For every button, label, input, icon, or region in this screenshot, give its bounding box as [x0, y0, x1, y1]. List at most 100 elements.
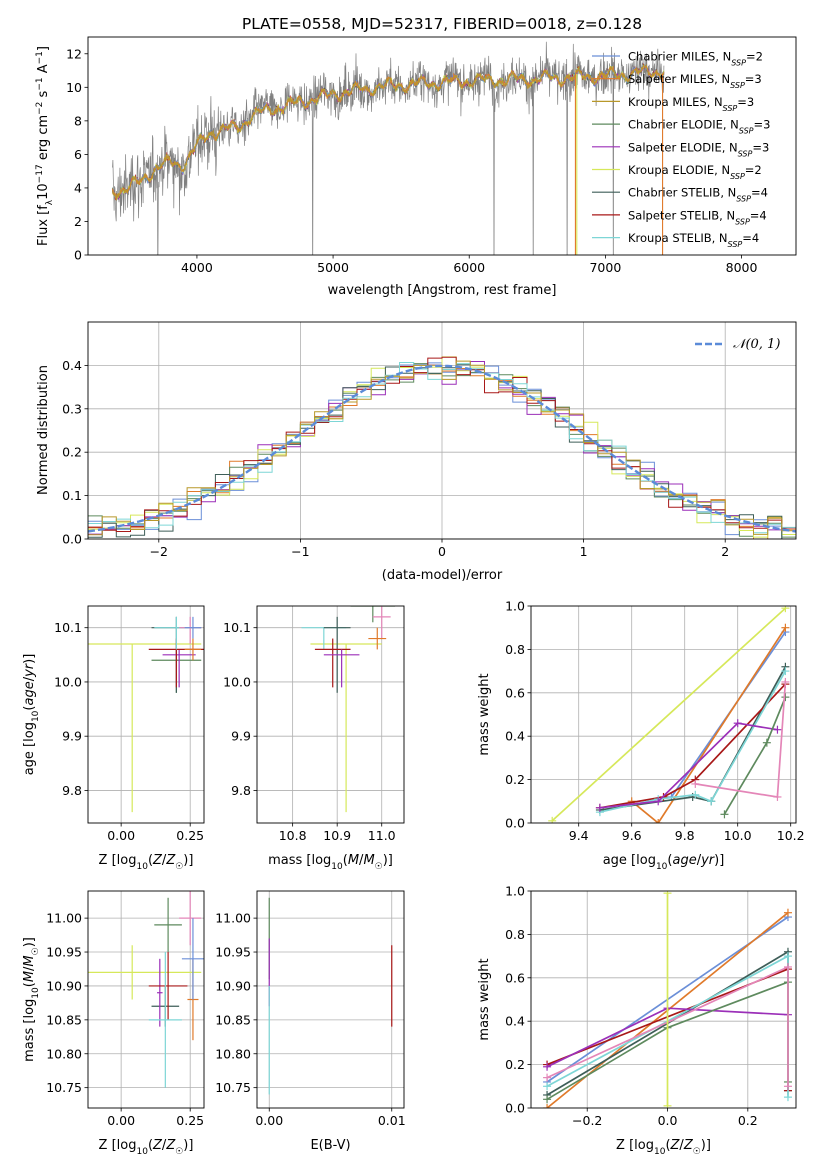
y-tick-label: 11.00 [215, 911, 251, 926]
plot-area [88, 606, 204, 823]
y-tick-label: 0.0 [62, 532, 82, 547]
x-tick-label: 5000 [317, 260, 349, 275]
y-tick-label: 9.9 [62, 729, 82, 744]
y-tick-label: 10.0 [223, 674, 251, 689]
x-tick-label: 2 [721, 544, 729, 559]
y-axis-label: mass weight [477, 958, 492, 1040]
x-tick-label: 7000 [589, 260, 621, 275]
y-axis-label: Flux [fλ10−17 erg cm−2 s−1 A−1] [35, 46, 55, 246]
x-tick-label: 0.00 [107, 1113, 135, 1128]
y-tick-label: 0.3 [62, 401, 82, 416]
x-tick-label: 9.6 [622, 828, 642, 843]
x-tick-label: 0.25 [176, 1113, 204, 1128]
axes-frame [530, 605, 797, 824]
weight-line-chabrier_stelib [599, 666, 787, 811]
x-tick-label: 0.01 [378, 1113, 406, 1128]
legend-label: Chabrier MILES, NSSP=2 [628, 50, 763, 68]
y-tick-label: 0.8 [505, 927, 525, 942]
x-axis-label: (data-model)/error [382, 568, 503, 583]
panel-weight_vs_z: −0.2 0.0 0.2 0.0 0.2 0.4 0.6 0.8 1.0 Z [log10(Z/Z… [477, 884, 797, 1157]
axes-frame [256, 605, 405, 824]
panel-residuals: −2 −1 0 1 2 0.0 0.1 0.2 0.3 0.4 𝒩(0, 1) (data-model… [36, 321, 797, 583]
y-tick-label: 0.4 [505, 729, 525, 744]
x-tick-label: 1 [580, 544, 588, 559]
x-tick-label: 4000 [181, 260, 213, 275]
figure-title: PLATE=0558, MJD=52317, FIBERID=0018, z=0… [242, 15, 642, 33]
x-tick-label: 8000 [726, 260, 758, 275]
y-axis-label: age [log10(age/yr)] [22, 654, 41, 776]
y-tick-label: 9.8 [231, 783, 251, 798]
y-tick-label: 1.0 [505, 599, 525, 614]
y-tick-label: 6 [74, 147, 82, 162]
y-tick-label: 8 [74, 113, 82, 128]
y-tick-label: 0.2 [62, 445, 82, 460]
x-tick-label: 0.0 [658, 1113, 678, 1128]
y-tick-label: 10.75 [215, 1080, 251, 1095]
axes-frame [87, 890, 205, 1109]
weight-line-kroupa_elodie [551, 607, 786, 822]
x-tick-label: 10.8 [279, 828, 307, 843]
y-tick-label: 9.9 [231, 729, 251, 744]
y-axis-label: Normed distribution [36, 365, 51, 495]
x-tick-label: 0.25 [176, 828, 204, 843]
y-tick-label: 0.6 [505, 970, 525, 985]
x-tick-label: −1 [291, 544, 309, 559]
plot-area [257, 606, 404, 823]
y-tick-label: 0.4 [62, 358, 82, 373]
plot-area [531, 606, 796, 823]
legend-label: 𝒩(0, 1) [733, 337, 780, 352]
y-tick-label: 0.2 [505, 772, 525, 787]
legend-label: Chabrier ELODIE, NSSP=3 [628, 118, 770, 136]
y-tick-label: 0.4 [505, 1014, 525, 1029]
legend-label: Salpeter ELODIE, NSSP=3 [628, 140, 769, 158]
y-tick-label: 10.90 [215, 978, 251, 993]
weight-line-salpeter_miles [631, 627, 787, 823]
legend-label: Kroupa ELODIE, NSSP=2 [628, 163, 762, 181]
plot-area [88, 322, 796, 539]
legend-label: Kroupa MILES, NSSP=3 [628, 95, 754, 113]
x-tick-label: 9.4 [569, 828, 589, 843]
x-axis-label: mass [log10(M/M☉)] [268, 853, 393, 872]
y-tick-label: 10.85 [215, 1012, 251, 1027]
observed-spectrum-line [112, 41, 665, 255]
y-tick-label: 9.8 [62, 783, 82, 798]
axes-frame [87, 321, 797, 540]
legend-label: Chabrier STELIB, NSSP=4 [628, 186, 768, 204]
y-tick-label: 1.0 [505, 884, 525, 899]
legend-label: Salpeter MILES, NSSP=3 [628, 72, 762, 90]
axes-frame [256, 890, 405, 1109]
gaussian-reference-line [88, 364, 796, 533]
y-tick-label: 10.95 [46, 945, 82, 960]
x-tick-label: 10.9 [323, 828, 351, 843]
y-tick-label: 0.8 [505, 642, 525, 657]
model-spectrum-kroupa_miles [112, 64, 664, 200]
axes-frame [87, 36, 797, 256]
y-tick-label: 11.00 [46, 911, 82, 926]
x-axis-label: age [log10(age/yr)] [603, 853, 725, 872]
x-tick-label: 0 [438, 544, 446, 559]
x-axis-label: wavelength [Angstrom, rest frame] [328, 283, 557, 298]
x-tick-label: 6000 [453, 260, 485, 275]
x-axis-label: Z [log10(Z/Z☉)] [99, 1138, 194, 1157]
y-tick-label: 2 [74, 214, 82, 229]
panel-age_vs_z: 0.00 0.25 9.8 9.9 10.0 10.1 Z [log10(Z/Z☉)] age… [22, 605, 205, 872]
plot-area [531, 891, 796, 1108]
y-tick-label: 10.1 [54, 620, 82, 635]
x-tick-label: 0.00 [255, 1113, 283, 1128]
y-tick-label: 0.2 [505, 1057, 525, 1072]
weight-line-salpeter_stelib [599, 683, 787, 809]
x-tick-label: 0.00 [107, 828, 135, 843]
plot-area [112, 41, 665, 255]
y-tick-label: 10.0 [54, 674, 82, 689]
y-tick-label: 10 [66, 80, 82, 95]
legend-label: Salpeter STELIB, NSSP=4 [628, 208, 767, 226]
x-tick-label: −2 [150, 544, 168, 559]
y-tick-label: 10.90 [46, 978, 82, 993]
panel-weight_vs_age: 9.4 9.6 9.8 10.0 10.2 0.0 0.2 0.4 0.6 0.8 1.0 age [… [477, 599, 805, 873]
y-tick-label: 0.6 [505, 685, 525, 700]
x-tick-label: 10.0 [724, 828, 752, 843]
panel-mass_vs_ebv: 0.00 0.01 10.75 10.80 10.85 10.90 10.95 11.00 E(… [215, 890, 406, 1153]
panel-mass_vs_z: 0.00 0.25 10.75 10.80 10.85 10.90 10.95 11.00 Z … [22, 890, 205, 1157]
y-tick-label: 0.0 [505, 816, 525, 831]
